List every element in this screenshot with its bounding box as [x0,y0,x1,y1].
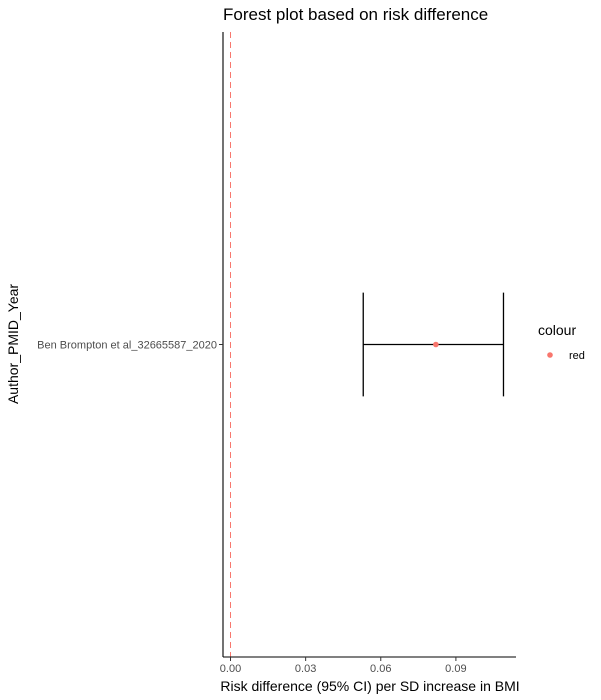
legend-key-point [547,352,553,358]
legend: colour red [538,322,585,362]
x-tick-label: 0.03 [295,663,316,675]
y-axis-ticks: Ben Brompton et al_32665587_2020 [37,340,223,352]
legend-title: colour [538,322,576,338]
x-tick-label: 0.09 [445,663,466,675]
point-estimate [433,341,439,348]
chart-title: Forest plot based on risk difference [223,5,488,24]
legend-label: red [569,350,585,362]
x-axis-ticks: 0.00 0.03 0.06 0.09 [220,657,467,675]
y-tick-label: Ben Brompton et al_32665587_2020 [37,340,217,352]
x-axis-title: Risk difference (95% CI) per SD increase… [220,678,519,694]
y-axis-title: Author_PMID_Year [5,284,21,404]
x-tick-label: 0.06 [370,663,391,675]
plot-area [230,32,505,657]
x-tick-label: 0.00 [220,663,241,675]
